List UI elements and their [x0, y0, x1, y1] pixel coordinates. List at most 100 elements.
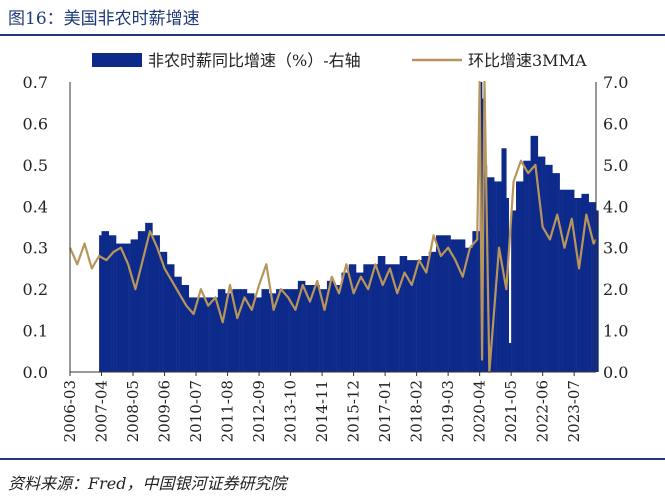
x-tick-label: 2018-02 — [408, 380, 426, 442]
bar — [234, 289, 238, 372]
bar — [419, 260, 422, 372]
bar — [133, 239, 136, 372]
bar — [423, 256, 427, 372]
bar — [535, 135, 539, 372]
bar — [520, 181, 524, 372]
bar — [591, 202, 594, 372]
bar — [583, 193, 587, 372]
bar — [436, 235, 439, 372]
bar — [302, 280, 306, 372]
bar — [222, 289, 226, 372]
left-axis: 0.0 0.1 0.2 0.3 0.4 0.5 0.6 0.7 — [23, 73, 48, 382]
bar-series — [99, 82, 599, 372]
legend-line-label: 环比增速3MMA — [468, 51, 587, 70]
bar — [220, 289, 223, 372]
bar — [571, 189, 575, 372]
bar — [251, 293, 255, 372]
bar — [261, 289, 265, 372]
legend: 非农时薪同比增速（%）-右轴 环比增速3MMA — [92, 51, 587, 70]
bar — [293, 289, 296, 372]
bar — [314, 285, 318, 372]
left-tick-label: 0.2 — [23, 280, 48, 299]
bar — [343, 272, 347, 372]
right-tick-label: 5.0 — [603, 156, 628, 175]
bar — [385, 264, 388, 372]
x-tick-label: 2023-07 — [565, 380, 583, 442]
bar — [341, 272, 345, 372]
bar — [280, 289, 284, 372]
bar — [373, 264, 376, 372]
bar — [179, 276, 182, 372]
bar — [397, 264, 400, 372]
bar — [300, 280, 303, 372]
bar — [593, 202, 597, 372]
bar — [263, 289, 267, 372]
bar — [404, 256, 408, 372]
bar — [516, 181, 519, 372]
chart: 0.0 0.1 0.2 0.3 0.4 0.5 0.6 0.7 0.0 1.0 2.0 3.0 4.0… — [23, 51, 629, 442]
bar — [276, 289, 279, 372]
bar — [191, 297, 194, 372]
bar — [462, 239, 466, 372]
bar — [353, 264, 357, 372]
x-tick-label: 2021-05 — [502, 380, 520, 442]
bar — [406, 260, 410, 372]
x-tick-label: 2020-04 — [471, 380, 489, 442]
bar — [283, 289, 286, 372]
right-tick-label: 4.0 — [603, 197, 628, 216]
bar — [428, 251, 432, 372]
bar — [380, 256, 383, 372]
right-tick-label: 3.0 — [603, 239, 628, 258]
bar — [130, 239, 134, 372]
bar — [440, 235, 444, 372]
title-rule — [0, 34, 665, 36]
right-axis: 0.0 1.0 2.0 3.0 4.0 5.0 6.0 7.0 — [603, 73, 628, 382]
right-tick-label: 7.0 — [603, 73, 628, 92]
bar — [511, 210, 514, 372]
bar — [491, 177, 495, 372]
x-tick-label: 2011-08 — [219, 380, 237, 442]
bar — [348, 264, 352, 372]
bar — [501, 148, 505, 372]
bar — [576, 198, 580, 372]
bar — [569, 189, 573, 372]
left-tick-label: 0.5 — [23, 156, 48, 175]
right-tick-label: 6.0 — [603, 114, 628, 133]
x-tick-label: 2012-09 — [250, 380, 268, 442]
bar — [474, 231, 478, 372]
x-tick-label: 2014-11 — [313, 380, 331, 442]
bar — [503, 148, 507, 372]
bar — [249, 293, 253, 372]
bar — [147, 222, 151, 372]
left-tick-label: 0.6 — [23, 114, 48, 133]
legend-bar-swatch — [92, 53, 142, 67]
bar — [370, 264, 374, 372]
bar — [574, 198, 577, 372]
bar — [545, 164, 548, 372]
bar — [188, 297, 192, 372]
bar — [319, 289, 323, 372]
bar — [157, 235, 160, 372]
bar — [392, 264, 396, 372]
bar — [416, 260, 420, 372]
bar — [339, 285, 342, 372]
bar — [271, 293, 274, 372]
bar — [394, 264, 398, 372]
bar — [387, 264, 391, 372]
bar — [237, 289, 240, 372]
bar — [465, 247, 468, 372]
bar — [421, 256, 425, 372]
bar — [450, 239, 454, 372]
bar — [162, 251, 165, 372]
bar — [101, 231, 105, 372]
bar — [193, 297, 197, 372]
bar — [103, 231, 107, 372]
legend-bar-label: 非农时薪同比增速（%）-右轴 — [148, 51, 361, 70]
bar — [149, 222, 153, 372]
bar — [525, 160, 529, 372]
line-series — [68, 80, 597, 374]
bar — [581, 193, 585, 372]
bar — [508, 343, 512, 372]
bar — [477, 231, 480, 372]
bar — [278, 289, 282, 372]
